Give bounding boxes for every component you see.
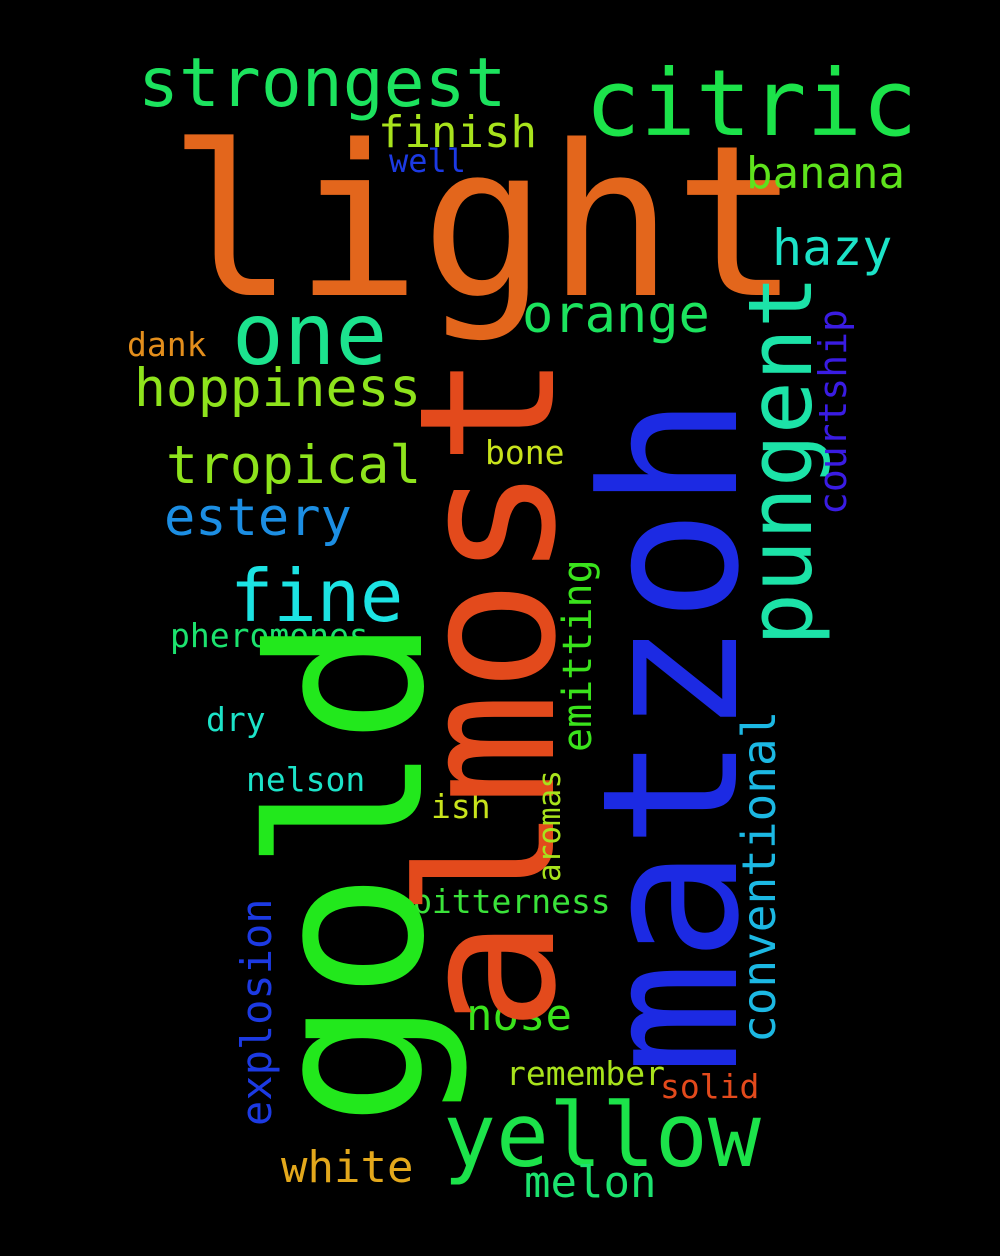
word-remember: remember — [506, 1054, 665, 1093]
word-dry: dry — [206, 700, 266, 739]
word-finish: finish — [378, 107, 537, 158]
word-white: white — [281, 1142, 414, 1193]
word-solid: solid — [660, 1067, 760, 1106]
word-bone: bone — [485, 433, 565, 472]
word-melon: melon — [524, 1157, 657, 1208]
word-citric: citric — [585, 50, 918, 157]
word-fine: fine — [230, 554, 404, 638]
word-hoppiness: hoppiness — [134, 358, 422, 419]
word-nose: nose — [466, 990, 572, 1041]
word-conventional: conventional — [732, 710, 786, 1043]
word-explosion: explosion — [232, 898, 281, 1126]
word-light: light — [168, 100, 801, 345]
word-strongest: strongest — [138, 44, 507, 123]
word-courtship: courtship — [811, 309, 855, 515]
word-hazy: hazy — [772, 219, 893, 277]
word-estery: estery — [164, 488, 352, 548]
word-bitterness: bitterness — [412, 882, 611, 921]
word-yellow: yellow — [443, 1084, 761, 1187]
word-tropical: tropical — [166, 435, 422, 496]
word-aromas: aromas — [532, 770, 568, 882]
word-well: well — [389, 142, 467, 180]
word-emitting: emitting — [555, 559, 601, 752]
word-one: one — [232, 285, 388, 385]
word-pheromones: pheromones — [170, 616, 369, 655]
word-dank: dank — [127, 325, 207, 364]
word-nelson: nelson — [246, 760, 366, 799]
word-banana: banana — [746, 148, 905, 199]
word-ish: ish — [431, 787, 491, 826]
word-orange: orange — [522, 285, 710, 345]
